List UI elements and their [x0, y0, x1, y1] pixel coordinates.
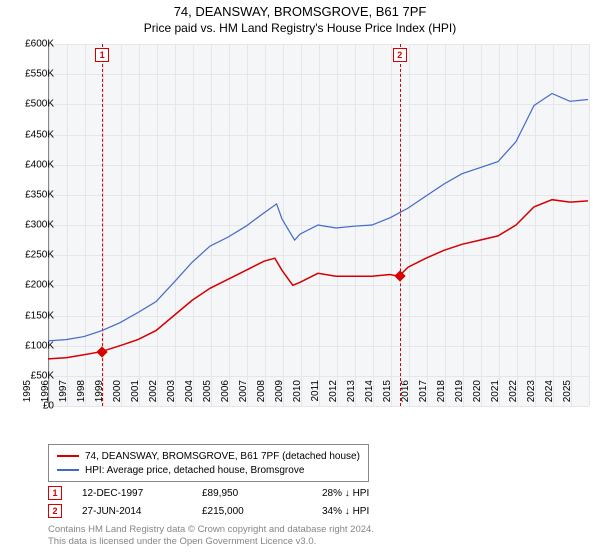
legend-label-hpi: HPI: Average price, detached house, Brom…	[85, 465, 304, 476]
ytick-label: £0	[9, 401, 54, 412]
ytick-label: £150K	[9, 310, 54, 321]
legend-row-hpi: HPI: Average price, detached house, Brom…	[57, 463, 360, 477]
sale-date: 12-DEC-1997	[82, 488, 202, 499]
ytick-label: £400K	[9, 159, 54, 170]
sales-row: 1 12-DEC-1997£89,95028% ↓ HPI	[48, 484, 442, 502]
xtick-label: 2014	[364, 380, 375, 410]
legend-swatch-property	[57, 455, 79, 457]
xtick-label: 2010	[292, 380, 303, 410]
ytick-label: £250K	[9, 250, 54, 261]
ytick-label: £450K	[9, 129, 54, 140]
xtick-label: 2008	[256, 380, 267, 410]
legend-label-property: 74, DEANSWAY, BROMSGROVE, B61 7PF (detac…	[85, 451, 360, 462]
xtick-label: 2005	[202, 380, 213, 410]
xtick-label: 2022	[508, 380, 519, 410]
xtick-label: 1998	[76, 380, 87, 410]
xtick-label: 2002	[148, 380, 159, 410]
legend-row-property: 74, DEANSWAY, BROMSGROVE, B61 7PF (detac…	[57, 449, 360, 463]
xtick-label: 2006	[220, 380, 231, 410]
xtick-label: 2001	[130, 380, 141, 410]
ytick-label: £100K	[9, 340, 54, 351]
xtick-label: 2023	[526, 380, 537, 410]
xtick-label: 2012	[328, 380, 339, 410]
ytick-label: £200K	[9, 280, 54, 291]
xtick-label: 2009	[274, 380, 285, 410]
chart-lines	[48, 44, 588, 406]
gridline-v	[589, 44, 590, 406]
sale-number-box: 2	[48, 504, 62, 518]
xtick-label: 2015	[382, 380, 393, 410]
xtick-label: 2004	[184, 380, 195, 410]
ytick-label: £50K	[9, 370, 54, 381]
sale-number-box: 1	[48, 486, 62, 500]
xtick-label: 2011	[310, 380, 321, 410]
xtick-label: 2000	[112, 380, 123, 410]
sale-diff: 34% ↓ HPI	[322, 506, 442, 517]
xtick-label: 2007	[238, 380, 249, 410]
footer-line1: Contains HM Land Registry data © Crown c…	[48, 524, 374, 536]
xtick-label: 1999	[94, 380, 105, 410]
sale-price: £215,000	[202, 506, 322, 517]
sale-price: £89,950	[202, 488, 322, 499]
sale-diff: 28% ↓ HPI	[322, 488, 442, 499]
ytick-label: £350K	[9, 189, 54, 200]
sale-date: 27-JUN-2014	[82, 506, 202, 517]
sales-row: 2 27-JUN-2014£215,00034% ↓ HPI	[48, 502, 442, 520]
legend-swatch-hpi	[57, 469, 79, 471]
xtick-label: 2016	[400, 380, 411, 410]
xtick-label: 2003	[166, 380, 177, 410]
chart-title: 74, DEANSWAY, BROMSGROVE, B61 7PF	[0, 0, 600, 19]
ytick-label: £300K	[9, 220, 54, 231]
ytick-label: £600K	[9, 39, 54, 50]
series-hpi	[48, 94, 588, 341]
sales-table: 1 12-DEC-1997£89,95028% ↓ HPI 2 27-JUN-2014…	[48, 484, 442, 520]
xtick-label: 2021	[490, 380, 501, 410]
ytick-label: £500K	[9, 99, 54, 110]
xtick-label: 2024	[544, 380, 555, 410]
chart-subtitle: Price paid vs. HM Land Registry's House …	[0, 19, 600, 35]
xtick-label: 2019	[454, 380, 465, 410]
footer-line2: This data is licensed under the Open Gov…	[48, 536, 374, 548]
legend: 74, DEANSWAY, BROMSGROVE, B61 7PF (detac…	[48, 444, 369, 482]
chart-container: 74, DEANSWAY, BROMSGROVE, B61 7PF Price …	[0, 0, 600, 560]
chart-area: 12 1995199619971998199920002001200220032…	[48, 44, 588, 406]
xtick-label: 2025	[562, 380, 573, 410]
xtick-label: 2017	[418, 380, 429, 410]
xtick-label: 1997	[58, 380, 69, 410]
xtick-label: 2018	[436, 380, 447, 410]
footer-attribution: Contains HM Land Registry data © Crown c…	[48, 524, 374, 549]
ytick-label: £550K	[9, 69, 54, 80]
series-property	[48, 200, 588, 359]
xtick-label: 2013	[346, 380, 357, 410]
xtick-label: 2020	[472, 380, 483, 410]
